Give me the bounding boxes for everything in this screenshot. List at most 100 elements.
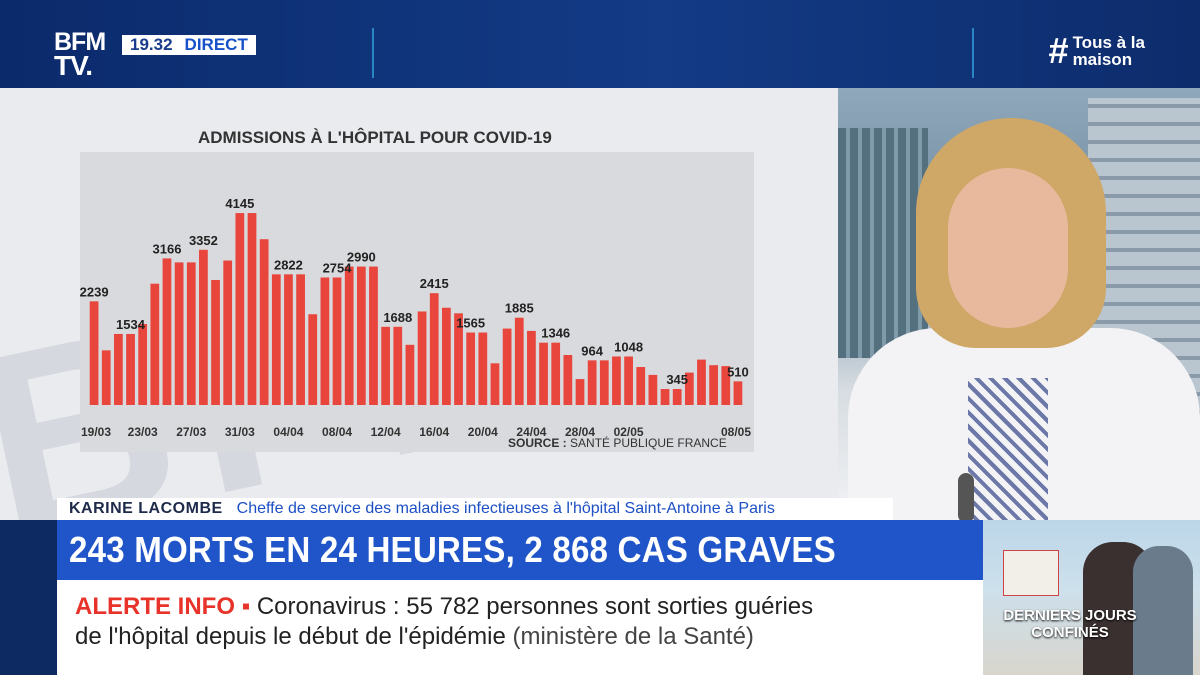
- chart-bar: [247, 213, 257, 405]
- chart-bar: [441, 307, 451, 405]
- alert-text-line2: de l'hôpital depuis le début de l'épidém…: [75, 623, 506, 650]
- chart-bar: [101, 350, 111, 405]
- alert-text-line1: Coronavirus : 55 782 personnes sont sort…: [256, 593, 814, 620]
- chart-bar: [186, 262, 196, 405]
- chart-bar: [709, 365, 719, 405]
- decor-hook: [372, 28, 374, 78]
- data-label: 1565: [456, 316, 485, 331]
- data-label: 345: [666, 372, 688, 387]
- data-label: 1534: [116, 317, 146, 332]
- source-value: SANTÉ PUBLIQUE FRANCE: [570, 436, 727, 450]
- chart-bar: [174, 262, 184, 405]
- chart-bar: [599, 360, 609, 405]
- x-tick-label: 23/03: [128, 425, 158, 439]
- hashtag-symbol: #: [1048, 30, 1069, 71]
- chart-bar: [344, 266, 354, 405]
- alert-tag: ALERTE INFO ▪: [75, 593, 251, 620]
- x-tick-label: 04/04: [273, 425, 303, 439]
- data-label: 2822: [274, 257, 303, 272]
- alert-source: (ministère de la Santé): [512, 623, 754, 650]
- chart-bar: [612, 356, 621, 405]
- logo-line2: TV.: [54, 50, 93, 81]
- data-label: 3352: [189, 233, 218, 248]
- chart-bar: [539, 342, 548, 405]
- guest-role: Cheffe de service des maladies infectieu…: [236, 500, 775, 517]
- logo-line1: BFM: [54, 28, 106, 56]
- chart-bar: [648, 374, 658, 405]
- chart-bar: [551, 342, 561, 405]
- hashtag-line1: Tous à la: [1072, 33, 1145, 52]
- source-label: SOURCE :: [508, 436, 567, 450]
- chart-bar: [89, 301, 99, 405]
- data-label: 1346: [541, 326, 570, 341]
- chart-bar: [466, 332, 476, 405]
- decor-hook: [972, 28, 974, 78]
- thumbnail-label: DERNIERS JOURS CONFINÉS: [1003, 607, 1137, 641]
- chart-bar: [660, 389, 670, 405]
- data-label: 510: [727, 364, 749, 379]
- background-building: [838, 128, 928, 358]
- guest-blouse: [968, 378, 1048, 520]
- chart-bar: [308, 314, 318, 405]
- chart-source: SOURCE : SANTÉ PUBLIQUE FRANCE: [508, 436, 727, 450]
- notice-sign: [1003, 550, 1059, 596]
- x-tick-label: 28/04: [565, 425, 595, 439]
- chart-bar: [356, 266, 366, 405]
- chart-bar: [150, 283, 160, 405]
- data-label: 1885: [505, 301, 534, 316]
- chart-bar: [259, 239, 269, 405]
- guest-camera-view: [838, 88, 1200, 520]
- data-label: 2415: [420, 276, 449, 291]
- chart-bar: [575, 379, 585, 405]
- chart-bar: [126, 333, 135, 405]
- live-label: DIRECT: [184, 35, 248, 54]
- chart-bar: [527, 330, 536, 405]
- chart-bar: [490, 363, 500, 405]
- data-label: 2990: [347, 250, 376, 265]
- data-label: 2239: [80, 284, 109, 299]
- x-tick-label: 27/03: [176, 425, 206, 439]
- chart-bar: [235, 213, 245, 405]
- headline-text: 243 MORTS EN 24 HEURES, 2 868 CAS GRAVES: [69, 529, 836, 570]
- channel-logo: BFM TV.: [54, 30, 116, 86]
- chart-bar: [162, 258, 172, 405]
- chart-bar: [587, 360, 597, 405]
- x-tick-label: 02/05: [614, 425, 644, 439]
- x-tick-label: 12/04: [371, 425, 401, 439]
- chart-bar: [721, 366, 731, 405]
- chart-bar: [478, 332, 488, 405]
- chart-bar: [284, 274, 293, 405]
- data-label: 2754: [323, 260, 353, 275]
- x-tick-label: 16/04: [419, 425, 449, 439]
- chart-bar: [138, 323, 148, 405]
- x-tick-label: 20/04: [468, 425, 498, 439]
- chart-bar: [672, 389, 682, 405]
- chart-bar: [381, 326, 391, 405]
- chart-bar: [332, 277, 342, 405]
- chart-bar: [624, 356, 633, 405]
- chart-bar: [514, 317, 524, 405]
- chart-bar: [320, 277, 330, 405]
- x-tick-label: 08/04: [322, 425, 352, 439]
- chart-bar: [369, 266, 378, 405]
- guest-face: [948, 168, 1068, 328]
- x-tick-label: 08/05: [721, 425, 751, 439]
- x-tick-label: 31/03: [225, 425, 255, 439]
- person-silhouette: [1133, 546, 1193, 675]
- top-bar: BFM TV. 19.32 DIRECT # Tous à la maison: [0, 0, 1200, 88]
- chart-bar: [211, 279, 220, 405]
- chart-bar: [636, 367, 646, 405]
- chart-bar: [223, 260, 233, 405]
- hashtag-badge: # Tous à la maison: [1049, 33, 1145, 69]
- chart-bar: [417, 311, 427, 405]
- chart-bar: [393, 326, 403, 405]
- alert-ticker: ALERTE INFO ▪ Coronavirus : 55 782 perso…: [57, 580, 983, 675]
- chart-bar: [454, 313, 463, 405]
- live-badge: 19.32 DIRECT: [122, 35, 256, 55]
- chart-bar: [113, 333, 123, 405]
- chart-bar: [199, 249, 208, 405]
- broadcast-time: 19.32: [130, 35, 173, 54]
- data-label: 4145: [225, 196, 254, 211]
- chart-title: ADMISSIONS À L'HÔPITAL POUR COVID-19: [198, 128, 552, 147]
